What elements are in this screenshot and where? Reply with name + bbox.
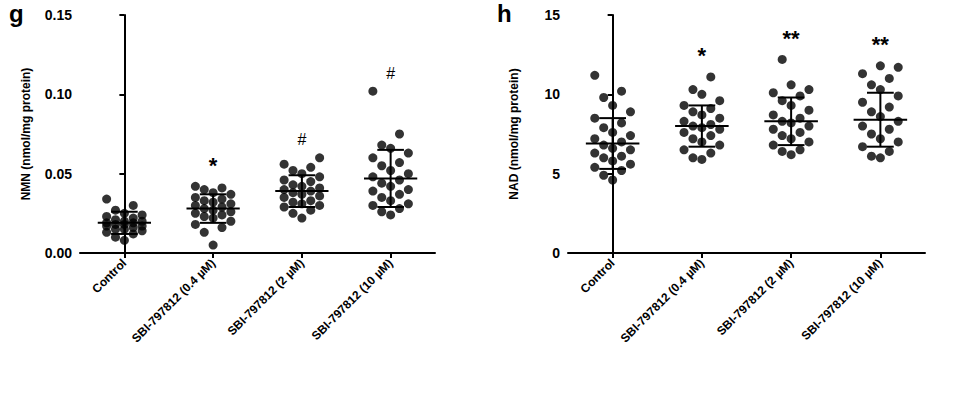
svg-text:0: 0 [552, 245, 560, 261]
svg-text:SBI-797812 (0.4 µM): SBI-797812 (0.4 µM) [618, 256, 707, 345]
svg-text:h: h [497, 0, 512, 27]
svg-text:SBI-797812 (10 µM): SBI-797812 (10 µM) [309, 256, 396, 343]
svg-text:SBI-797812 (10 µM): SBI-797812 (10 µM) [798, 256, 885, 343]
svg-text:10: 10 [544, 86, 560, 102]
svg-text:#: # [386, 65, 395, 82]
svg-text:Control: Control [89, 256, 129, 296]
svg-text:SBI-797812 (2 µM): SBI-797812 (2 µM) [714, 256, 796, 338]
svg-text:**: ** [783, 26, 801, 51]
svg-text:g: g [9, 0, 24, 27]
svg-text:*: * [209, 153, 218, 178]
svg-text:0.10: 0.10 [45, 86, 72, 102]
svg-text:Control: Control [578, 256, 618, 296]
svg-text:5: 5 [552, 166, 560, 182]
svg-text:0.00: 0.00 [45, 245, 72, 261]
svg-text:NAD (nmol/mg protein): NAD (nmol/mg protein) [507, 68, 521, 199]
svg-text:SBI-797812 (2 µM): SBI-797812 (2 µM) [225, 256, 307, 338]
svg-text:0.05: 0.05 [45, 166, 72, 182]
svg-text:*: * [698, 43, 707, 68]
svg-text:15: 15 [544, 7, 560, 23]
svg-text:**: ** [872, 32, 890, 57]
svg-text:SBI-797812 (0.4 µM): SBI-797812 (0.4 µM) [129, 256, 218, 345]
svg-text:#: # [297, 131, 306, 148]
svg-text:0.15: 0.15 [45, 7, 72, 23]
svg-text:NMN (nmol/mg protein): NMN (nmol/mg protein) [19, 68, 33, 201]
